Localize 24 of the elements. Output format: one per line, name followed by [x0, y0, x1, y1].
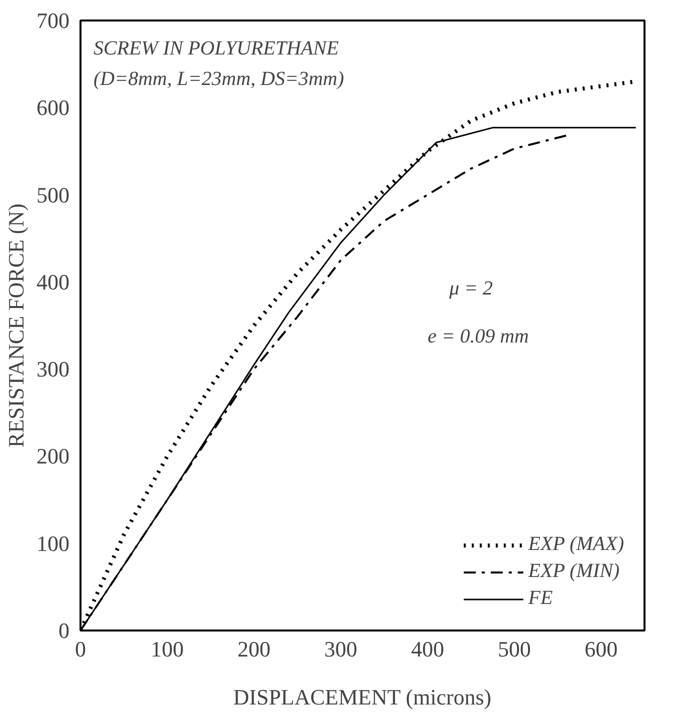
y-tick-label: 500 [36, 182, 70, 208]
legend-label: FE [528, 587, 553, 610]
text: (D=8mm, L=23mm, DS=3mm) [94, 68, 344, 90]
x-tick-label: 0 [75, 636, 86, 662]
legend-label: EXP (MIN) [528, 560, 620, 583]
x-tick-label: 100 [150, 636, 184, 662]
x-tick-label: 300 [324, 636, 358, 662]
y-axis-title: RESISTANCE FORCE (N) [4, 204, 28, 448]
y-tick-label: 600 [36, 95, 70, 120]
y-tick-label: 400 [36, 269, 70, 294]
x-tick-label: 400 [411, 636, 444, 662]
text: SCREW IN POLYURETHANE [94, 38, 339, 60]
y-tick-label: 300 [36, 356, 70, 382]
y-tick-label: 100 [36, 530, 70, 556]
annotation: μ = 2 [448, 277, 493, 300]
y-tick-label: 700 [36, 8, 70, 33]
legend-label: EXP (MAX) [528, 533, 624, 556]
x-axis-title: DISPLACEMENT (microns) [233, 684, 492, 710]
y-tick-label: 0 [58, 618, 70, 643]
annotation: e = 0.09 mm [428, 325, 529, 348]
x-tick-label: 600 [584, 636, 618, 662]
x-tick-label: 200 [238, 636, 271, 662]
y-tick-label: 200 [36, 444, 70, 469]
x-tick-label: 500 [498, 636, 531, 662]
